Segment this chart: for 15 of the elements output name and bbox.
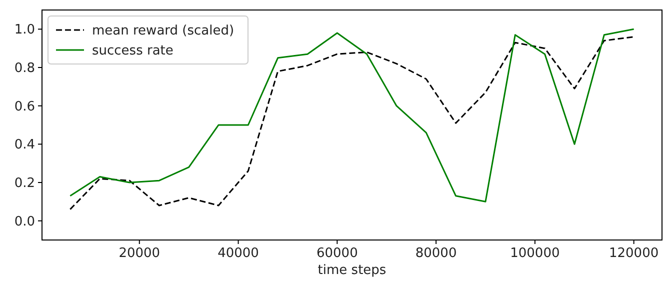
legend-label: success rate [92,44,174,59]
y-tick-label: 0.0 [14,214,35,230]
y-tick-label: 0.6 [14,99,35,114]
x-axis-title: time steps [318,263,386,278]
y-tick-label: 1.0 [14,22,35,38]
x-tick-label: 40000 [218,246,259,261]
x-tick-label: 20000 [118,246,160,261]
legend-label: mean reward (scaled) [92,24,234,39]
y-tick-label: 0.8 [14,61,35,76]
y-tick-label: 0.2 [14,176,35,192]
x-tick-label: 60000 [316,246,358,261]
y-tick-label: 0.4 [14,138,35,153]
x-tick-label: 80000 [415,246,457,261]
x-tick-label: 100000 [510,246,560,261]
x-tick-label: 120000 [609,246,659,261]
